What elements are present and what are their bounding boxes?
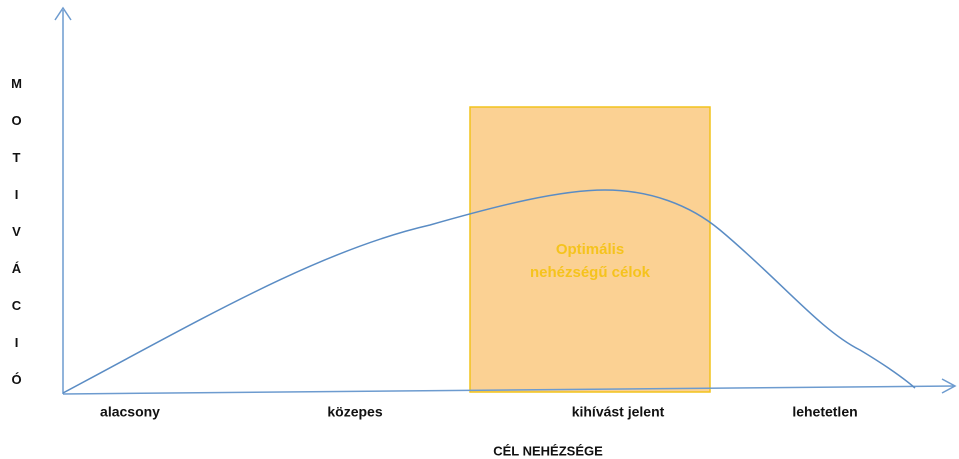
category-label: kihívást jelent [572, 404, 665, 420]
box-label: nehézségű célok [530, 264, 651, 281]
box-label: Optimális [556, 241, 624, 258]
x-axis [62, 385, 956, 395]
y-axis-arrow [54, 6, 72, 21]
x-axis-label: CÉL NEHÉZSÉGE [493, 443, 603, 458]
category-label: lehetetlen [792, 404, 857, 420]
motivation-curve [62, 189, 916, 394]
y-axis-label: MOTIVÁCIÓ [9, 76, 24, 409]
x-axis-arrow [941, 378, 957, 394]
category-label: közepes [327, 404, 382, 420]
optimal-box [469, 106, 711, 393]
category-label: alacsony [100, 404, 160, 420]
